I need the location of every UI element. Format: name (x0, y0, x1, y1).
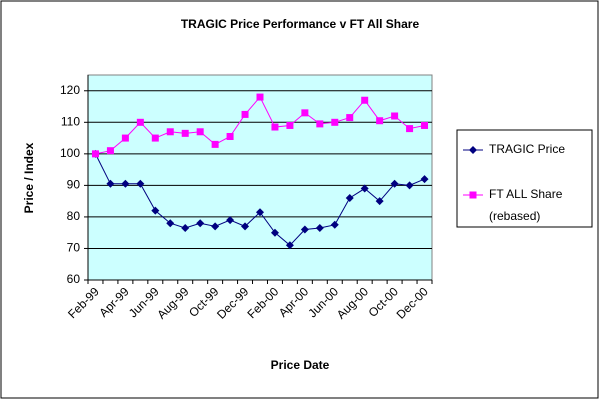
data-point (106, 147, 114, 155)
data-point (136, 118, 144, 126)
data-point (331, 118, 339, 126)
data-point (390, 179, 399, 188)
plot-area (87, 74, 433, 281)
data-point (375, 197, 384, 206)
data-point (241, 222, 250, 231)
y-tick-label: 80 (67, 209, 81, 223)
legend-box (456, 129, 593, 228)
data-point (181, 223, 190, 232)
x-axis-label: Price Date (271, 358, 330, 372)
data-point (136, 179, 145, 188)
data-point (166, 219, 175, 228)
data-point (256, 93, 264, 101)
data-point (300, 225, 309, 234)
data-point (286, 121, 294, 129)
data-point (91, 150, 99, 158)
data-point (256, 208, 264, 217)
data-point (270, 228, 279, 237)
data-point (241, 110, 249, 118)
data-point (285, 241, 294, 250)
data-point (271, 123, 279, 131)
data-point (106, 179, 115, 188)
data-point (405, 181, 414, 190)
data-point (121, 134, 129, 142)
y-tick-label: 120 (60, 83, 80, 97)
data-point (226, 216, 235, 225)
data-point (420, 175, 429, 184)
legend-marker (469, 146, 477, 154)
data-point (211, 222, 220, 231)
legend-label: FT ALL Share (rebased) (489, 187, 563, 223)
legend-marker (469, 191, 477, 199)
data-point (330, 220, 339, 229)
data-point (196, 219, 205, 228)
data-point (196, 128, 204, 136)
data-point (361, 96, 369, 104)
data-point (316, 120, 324, 128)
y-tick-label: 90 (67, 178, 81, 192)
y-tick-label: 110 (61, 114, 80, 128)
data-point (376, 117, 384, 125)
data-point (211, 140, 219, 148)
y-tick-label: 60 (67, 272, 81, 286)
data-point (315, 223, 324, 232)
legend-label-line: (rebased) (489, 209, 540, 223)
data-point (151, 206, 160, 215)
y-tick-label: 100 (60, 146, 80, 160)
data-point (151, 134, 159, 142)
data-point (391, 112, 399, 120)
data-point (406, 125, 414, 133)
data-point (421, 121, 429, 129)
legend-label-line: FT ALL Share (489, 187, 563, 201)
y-tick-label: 70 (67, 241, 81, 255)
data-point (166, 128, 174, 136)
legend-label: TRAGIC Price (489, 142, 565, 156)
data-point (181, 129, 189, 137)
y-axis-label: Price / Index (22, 142, 36, 213)
chart-title: TRAGIC Price Performance v FT All Share (181, 17, 420, 31)
data-point (121, 179, 130, 188)
data-point (345, 194, 354, 202)
data-point (360, 184, 369, 193)
data-point (301, 109, 309, 117)
data-point (346, 114, 354, 122)
data-point (226, 133, 234, 140)
